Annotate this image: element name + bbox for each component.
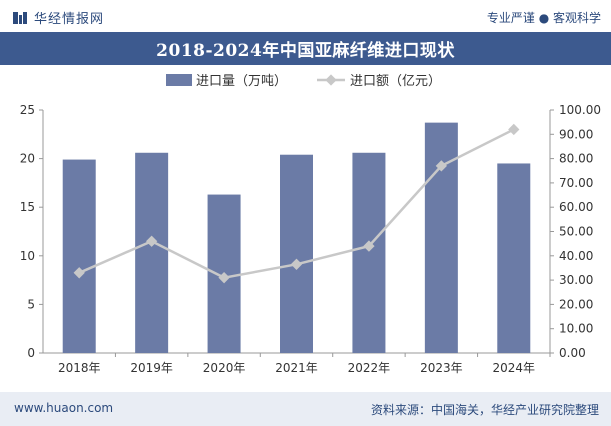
legend-line-label: 进口额（亿元）: [350, 74, 441, 89]
bar: [62, 159, 96, 353]
y-right-tick-label: 100.00: [559, 103, 601, 117]
y-left-tick-label: 25: [20, 103, 35, 117]
bar: [497, 163, 531, 353]
x-tick-label: 2024年: [493, 361, 536, 375]
y-left-tick-label: 20: [20, 152, 35, 166]
footer: www.huaon.com 资料来源：中国海关，华经产业研究院整理: [0, 392, 611, 426]
x-tick-label: 2021年: [275, 361, 318, 375]
y-right-tick-label: 70.00: [559, 176, 593, 190]
y-right-tick-label: 90.00: [559, 127, 593, 141]
legend-bar-swatch: [166, 74, 192, 86]
y-right-tick-label: 0.00: [559, 346, 586, 360]
bar-series: [62, 122, 531, 353]
footer-source: 资料来源：中国海关，华经产业研究院整理: [370, 403, 599, 417]
bar: [352, 152, 386, 353]
line-point: [290, 258, 303, 270]
combo-chart: 进口量（万吨） 进口额（亿元） 0 5 10 15 20 25 0.00 10.00 20.00…: [20, 74, 601, 375]
y-left-tick-label: 5: [27, 297, 35, 311]
bar: [424, 122, 458, 353]
y-right-tick-label: 10.00: [559, 322, 593, 336]
y-right-tick-label: 60.00: [559, 200, 593, 214]
y-right-tick-label: 80.00: [559, 152, 593, 166]
footer-website[interactable]: www.huaon.com: [14, 401, 114, 415]
bar: [280, 154, 313, 353]
site-name: 华经情报网: [34, 12, 105, 27]
logo-icon: [13, 11, 27, 24]
bar: [135, 152, 169, 353]
x-tick-label: 2019年: [130, 361, 173, 375]
legend: 进口量（万吨） 进口额（亿元）: [166, 74, 441, 89]
legend-bar-label: 进口量（万吨）: [196, 74, 287, 89]
x-tick-label: 2018年: [58, 361, 101, 375]
x-tick-label: 2020年: [203, 361, 246, 375]
x-tick-label: 2022年: [348, 361, 391, 375]
x-tick-label: 2023年: [420, 361, 463, 375]
y-right-tick-label: 20.00: [559, 297, 593, 311]
line-point: [363, 240, 375, 252]
axes: 0 5 10 15 20 25 0.00 10.00 20.00 30.00 40.00 50.00 6…: [20, 103, 601, 375]
y-right-tick-label: 40.00: [559, 249, 593, 263]
tagline: 专业严谨 ● 客观科学: [486, 11, 601, 25]
title-bar: 2018-2024年中国亚麻纤维进口现状: [0, 32, 611, 65]
legend-line-marker: [325, 74, 337, 86]
y-left-tick-label: 0: [27, 346, 35, 360]
brand-logo[interactable]: 华经情报网: [12, 8, 104, 27]
top-bar: 华经情报网 专业严谨 ● 客观科学: [0, 0, 611, 32]
line-point: [218, 272, 230, 284]
line-point: [145, 235, 158, 247]
line-point: [508, 123, 520, 136]
y-left-tick-label: 15: [20, 200, 35, 214]
y-right-tick-label: 50.00: [559, 225, 593, 239]
y-right-tick-label: 30.00: [559, 273, 593, 287]
chart-title: 2018-2024年中国亚麻纤维进口现状: [156, 41, 455, 61]
y-left-tick-label: 10: [20, 249, 35, 263]
